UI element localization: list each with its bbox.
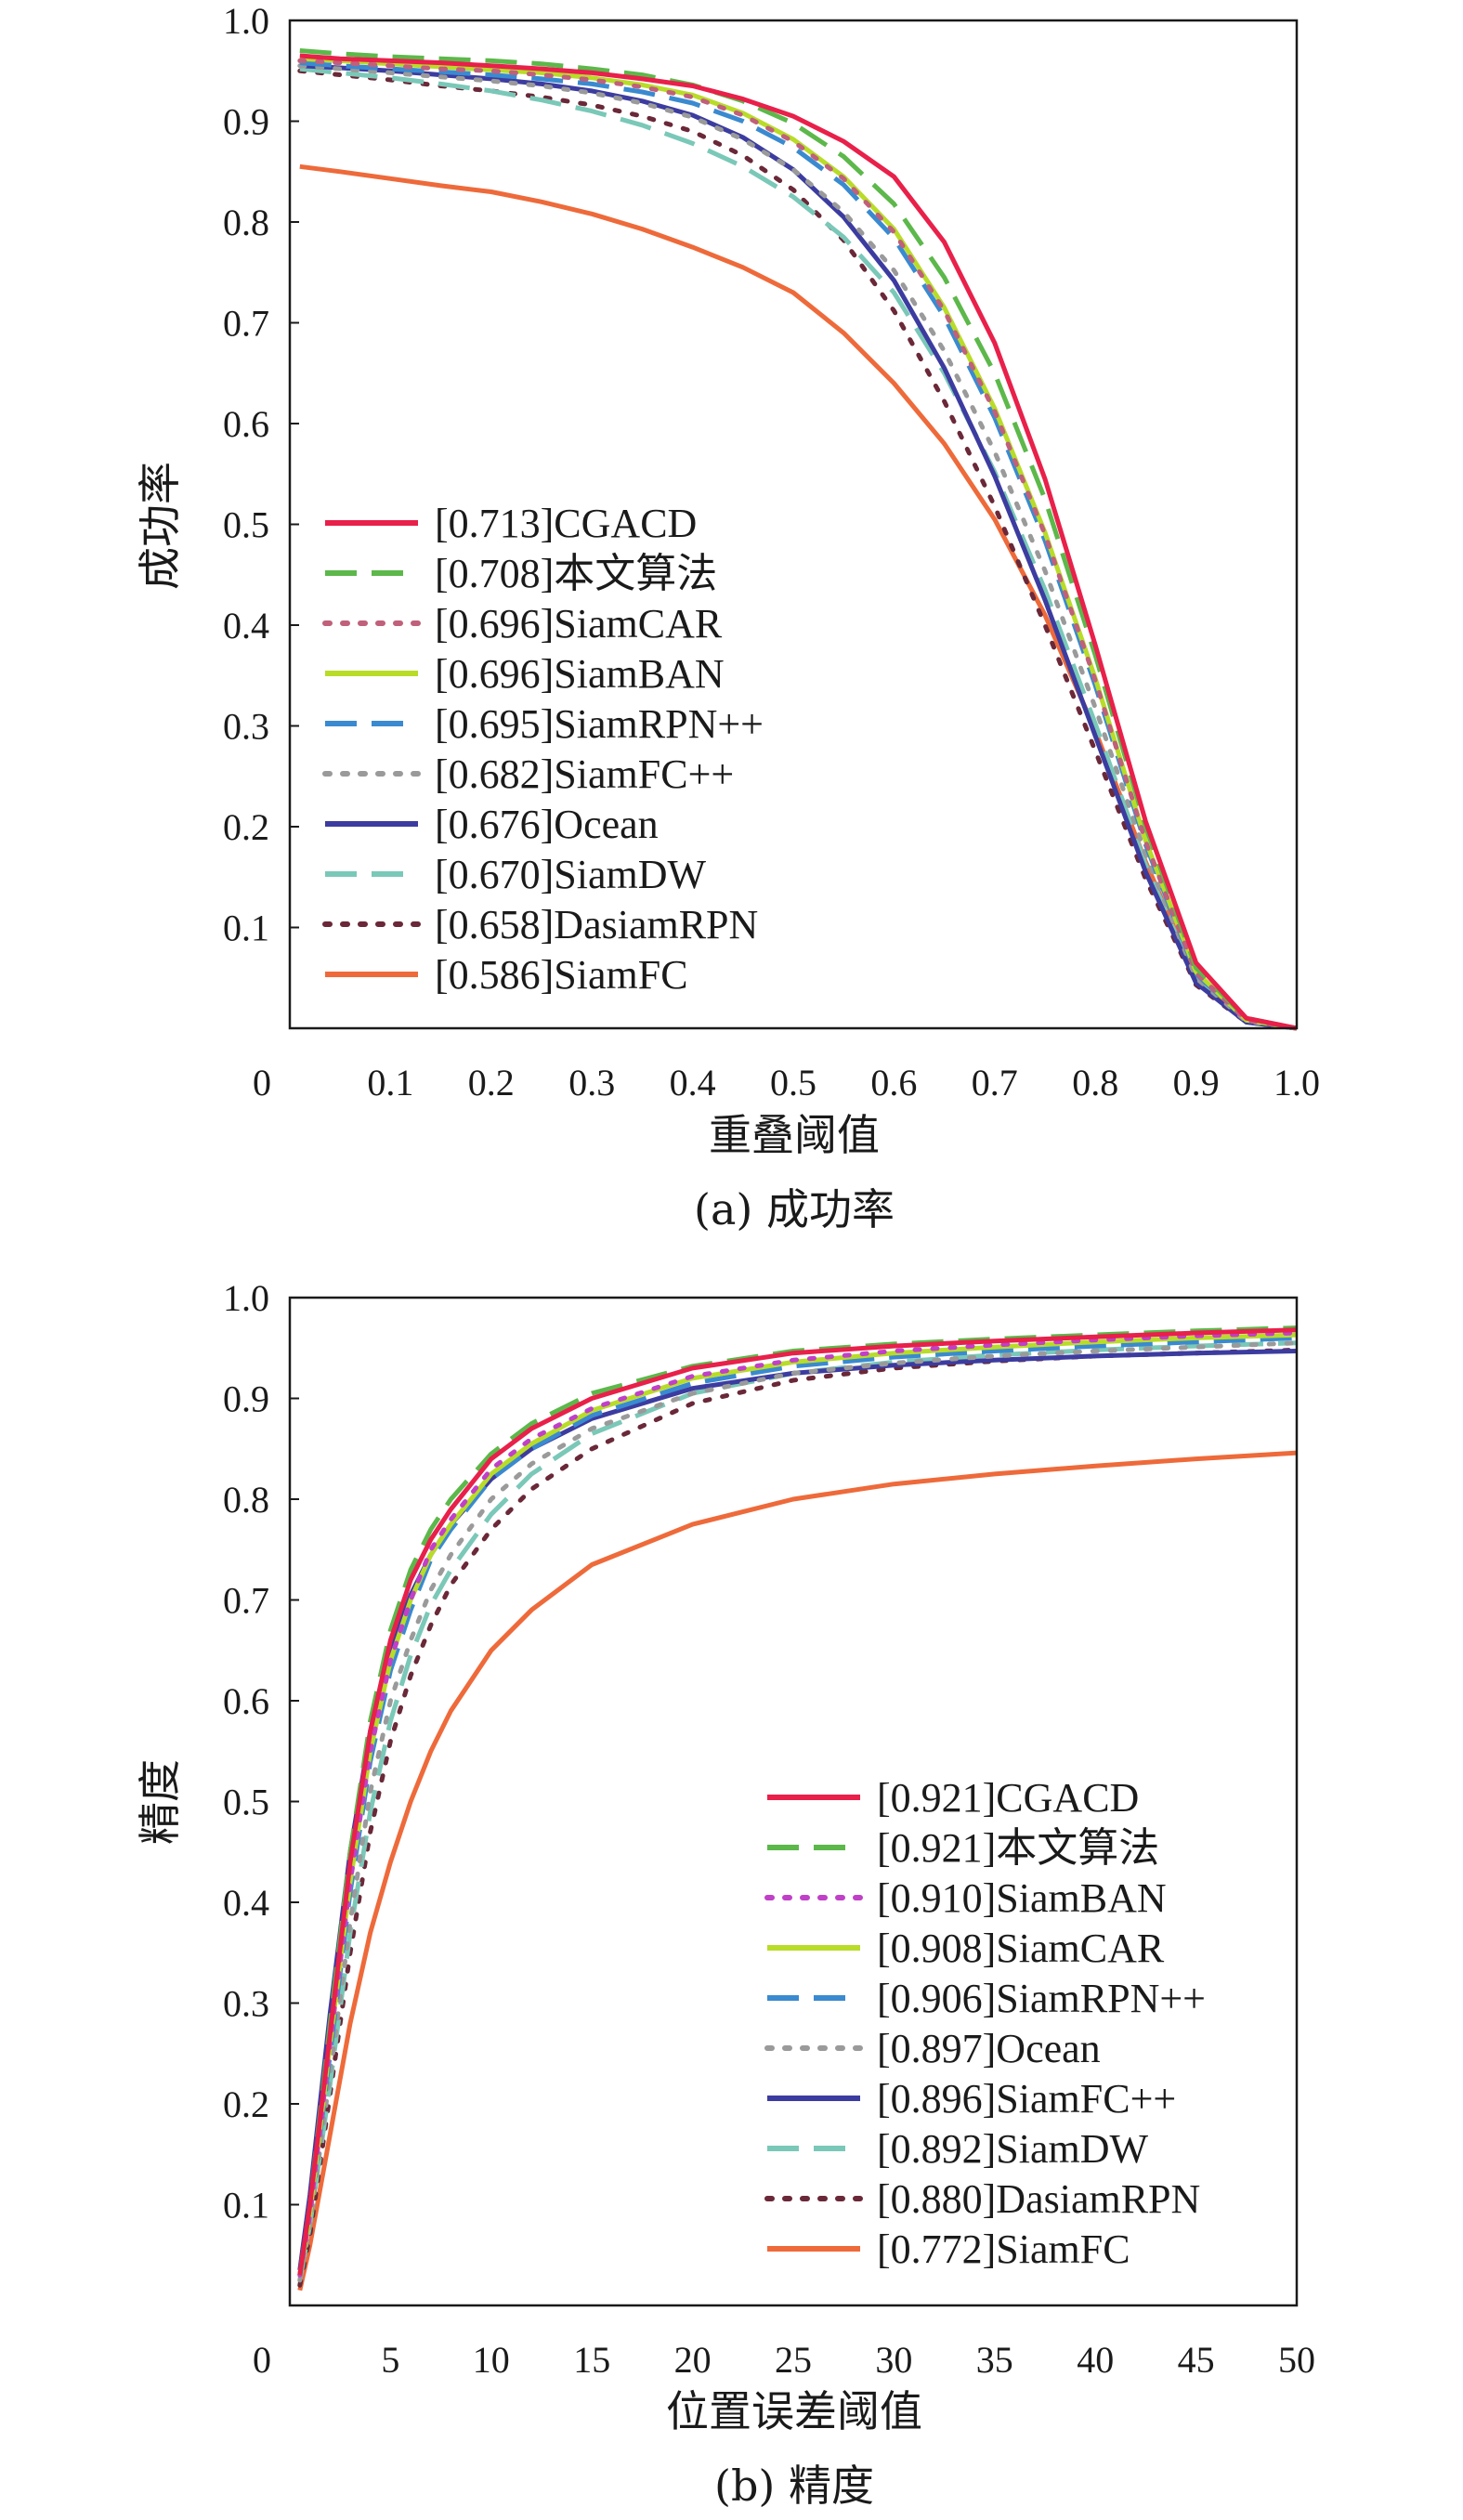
x-tick-label: 0.7: [972, 1062, 1018, 1103]
y-tick-label: 0.5: [223, 504, 269, 546]
x-tick-label: 50: [1278, 2339, 1315, 2381]
y-tick-label: 0.7: [223, 1580, 269, 1622]
y-tick-label: 0.9: [223, 101, 269, 143]
legend-label: [0.772]SiamFC: [877, 2226, 1130, 2272]
legend: [0.713]CGACD [0.708]本文算法 [0.696]SiamCAR [0.…: [322, 501, 764, 998]
legend-label: [0.921]本文算法: [877, 1825, 1159, 1871]
series-line-DasiamRPN: [297, 1347, 1300, 2288]
x-tick-label: 20: [674, 2339, 712, 2381]
legend-label: [0.708]本文算法: [435, 551, 717, 596]
x-axis-label: 位置误差阈值: [666, 2386, 922, 2436]
legend-label: [0.586]SiamFC: [435, 952, 688, 998]
panel-precision: 0 5 10 15 20 25 30 35 40 45 50 0.10.20.30.40.50.60…: [135, 1277, 1315, 2511]
y-axis-label: 成功率: [135, 462, 185, 590]
legend-label: [0.676]Ocean: [435, 802, 659, 847]
series-line-SiamFC++: [297, 63, 1300, 1031]
x-tick-label: 0.4: [670, 1062, 716, 1103]
y-tick-label: 1.0: [223, 0, 269, 42]
y-tick-label: 0.4: [223, 605, 269, 646]
y-tick-label: 0.9: [223, 1378, 269, 1420]
x-tick-label: 0: [253, 2339, 271, 2381]
series-line-CGACD: [299, 53, 1298, 1031]
legend-label: [0.696]SiamBAN: [435, 651, 725, 697]
y-axis-label: 精度: [135, 1759, 185, 1845]
series-line-SiamCAR: [297, 58, 1300, 1031]
x-tick-label: 15: [573, 2339, 610, 2381]
x-axis-label: 重叠阈值: [709, 1110, 880, 1160]
y-tick-label: 0.4: [223, 1882, 269, 1924]
legend-label: [0.921]CGACD: [877, 1775, 1139, 1821]
x-tick-label: 45: [1178, 2339, 1215, 2381]
y-tick-label: 0.5: [223, 1782, 269, 1823]
x-tick-label: 0.2: [468, 1062, 515, 1103]
x-tick-label: 0.3: [568, 1062, 615, 1103]
legend-label: [0.696]SiamCAR: [435, 601, 723, 646]
legend-label: [0.713]CGACD: [435, 501, 697, 546]
series-line-SiamCAR: [297, 1332, 1298, 2276]
caption: (b) 精度: [714, 2461, 874, 2511]
y-tick-label: 0.6: [223, 403, 269, 445]
legend-label: [0.892]SiamDW: [877, 2126, 1149, 2172]
legend-label: [0.908]SiamCAR: [877, 1926, 1165, 1971]
x-tick-label: 0: [253, 1062, 271, 1103]
y-tick-label: 0.8: [223, 1479, 269, 1521]
series-line-SiamRPN++: [299, 60, 1298, 1031]
series-line-本文算法: [299, 48, 1298, 1031]
x-tick-label: 0.9: [1173, 1062, 1220, 1103]
y-tick-label: 0.3: [223, 1983, 269, 2025]
legend-label: [0.906]SiamRPN++: [877, 1976, 1206, 2021]
series-line-SiamFC: [299, 163, 1298, 1031]
x-tick-label: 0.5: [770, 1062, 816, 1103]
series-lines: [297, 48, 1300, 1031]
series-lines: [297, 1325, 1300, 2292]
series-line-SiamDW: [299, 66, 1298, 1031]
legend: [0.921]CGACD[0.921]本文算法[0.910]SiamBAN [0.…: [764, 1775, 1206, 2272]
caption: (a) 成功率: [694, 1184, 895, 1234]
panel-success: 0 0.1 0.2 0.3 0.4 0.5 0.6 0.7 0.8 0.9 1.0 0.10.20.…: [135, 0, 1320, 1234]
x-tick-label: 10: [473, 2339, 510, 2381]
y-tick-label: 0.2: [223, 2083, 269, 2125]
series-line-SiamFC: [297, 1450, 1298, 2292]
y-tick-label: 0.1: [223, 2185, 269, 2226]
x-tick-label: 25: [775, 2339, 812, 2381]
legend-label: [0.658]DasiamRPN: [435, 902, 758, 947]
series-line-Ocean: [297, 1340, 1300, 2283]
x-tick-label: 35: [976, 2339, 1013, 2381]
legend-label: [0.896]SiamFC++: [877, 2076, 1176, 2122]
x-tick-label: 0.6: [870, 1062, 917, 1103]
x-tick-label: 0.1: [367, 1062, 413, 1103]
y-tick-label: 0.2: [223, 806, 269, 848]
legend-label: [0.670]SiamDW: [435, 852, 707, 897]
series-line-CGACD: [297, 1327, 1298, 2276]
legend-label: [0.880]DasiamRPN: [877, 2176, 1200, 2222]
y-tick-label: 1.0: [223, 1277, 269, 1319]
legend-label: [0.897]Ocean: [877, 2026, 1101, 2071]
y-tick-label: 0.7: [223, 303, 269, 345]
y-tick-label: 0.6: [223, 1680, 269, 1722]
y-tick-label: 0.1: [223, 907, 269, 949]
y-ticks: 0.1 0.2 0.3 0.4 0.5 0.6 0.7 0.8 0.9 1.0: [223, 1277, 299, 2226]
y-ticks: 0.1 0.2 0.3 0.4 0.5 0.6 0.7 0.8 0.9 1.0: [223, 0, 299, 949]
x-ticks: 0 0.1 0.2 0.3 0.4 0.5 0.6 0.7 0.8 0.9 1.0: [253, 1062, 1320, 1103]
legend-label: [0.910]SiamBAN: [877, 1875, 1167, 1921]
x-ticks: 0 5 10 15 20 25 30 35 40 45 50: [253, 2339, 1315, 2381]
y-tick-label: 0.3: [223, 706, 269, 748]
x-tick-label: 40: [1077, 2339, 1114, 2381]
legend-label: [0.682]SiamFC++: [435, 751, 734, 797]
x-tick-label: 5: [381, 2339, 399, 2381]
x-tick-label: 0.8: [1072, 1062, 1118, 1103]
y-tick-label: 0.8: [223, 202, 269, 243]
legend-label: [0.695]SiamRPN++: [435, 701, 764, 747]
x-tick-label: 30: [875, 2339, 912, 2381]
x-tick-label: 1.0: [1274, 1062, 1320, 1103]
